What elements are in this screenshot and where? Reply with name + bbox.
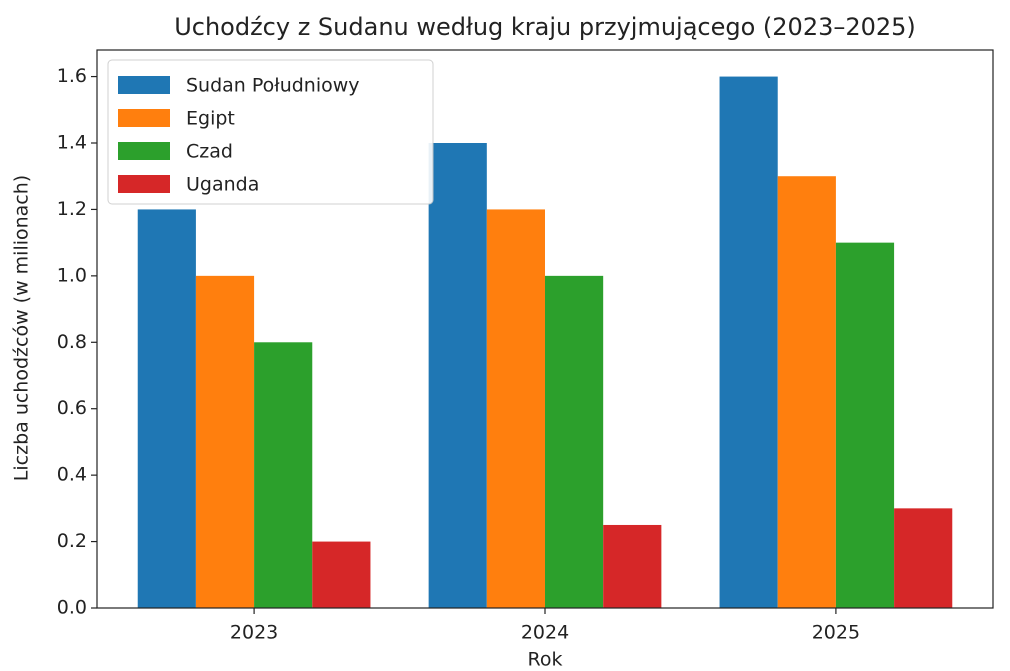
legend-label: Czad	[186, 141, 233, 163]
legend-swatch	[118, 109, 170, 127]
bar	[486, 209, 545, 608]
bar	[195, 275, 255, 608]
legend-swatch	[118, 76, 170, 94]
plot-frame	[96, 49, 994, 609]
legend-swatch	[118, 175, 170, 193]
legend-label: Uganda	[186, 174, 259, 196]
bar	[835, 242, 895, 608]
bar	[254, 342, 313, 608]
bar	[603, 524, 662, 608]
x-tick-label: 2023	[230, 622, 278, 644]
y-tick-label: 0.6	[57, 397, 87, 419]
y-tick-label: 1.6	[57, 65, 87, 87]
y-tick-label: 0.4	[57, 464, 87, 486]
bar	[894, 508, 953, 608]
bar	[545, 275, 604, 608]
y-tick-label: 0.2	[57, 530, 87, 552]
y-tick-label: 1.4	[57, 132, 87, 154]
x-axis-label: Rok	[528, 649, 563, 671]
x-tick-label: 2024	[521, 622, 569, 644]
y-axis-label: Liczba uchodźców (w milionach)	[11, 175, 33, 481]
legend-box	[107, 59, 434, 205]
legend-swatch	[118, 142, 170, 160]
bar	[777, 176, 836, 608]
chart-title: Uchodźcy z Sudanu według kraju przyjmują…	[174, 13, 916, 41]
bar	[428, 143, 487, 608]
x-tick-label: 2025	[812, 622, 860, 644]
y-tick-label: 1.0	[57, 264, 87, 286]
bar	[312, 541, 371, 608]
bar	[137, 209, 196, 608]
y-tick-label: 1.2	[57, 198, 87, 220]
y-tick-label: 0.0	[57, 597, 87, 619]
y-tick-label: 0.8	[57, 331, 87, 353]
legend-label: Egipt	[186, 108, 235, 130]
bar	[719, 76, 778, 609]
legend-label: Sudan Południowy	[186, 75, 360, 97]
